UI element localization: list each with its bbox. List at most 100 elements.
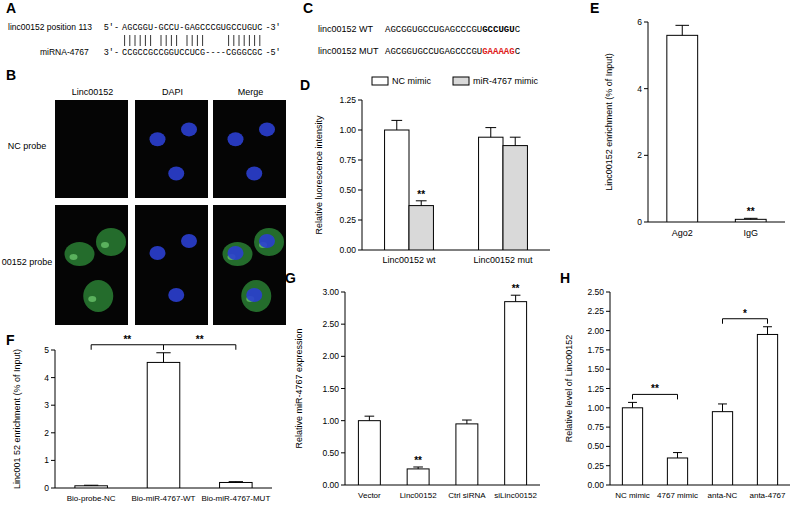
panel-label: G: [285, 270, 296, 286]
micrograph: [55, 205, 128, 325]
seq-prefix: 3'-: [104, 48, 119, 58]
nucleus: [259, 234, 275, 248]
bar: [479, 137, 503, 250]
y-tick-label: 2.50: [322, 319, 339, 329]
bar: [667, 458, 687, 485]
pair-line: [197, 35, 198, 46]
sequence: AGCGGUGCCUGAGCCCGUGAAAAGC: [385, 47, 521, 57]
y-tick: [358, 220, 362, 221]
y-tick-label: 1.00: [322, 416, 339, 426]
y-tick: [606, 311, 610, 312]
error-bar: [365, 416, 375, 421]
y-tick: [644, 88, 648, 89]
y-tick: [358, 160, 362, 161]
x-tick-label: Ago2: [672, 228, 693, 238]
bars: [385, 120, 528, 250]
cytoplasm-signal: [88, 296, 96, 302]
bars: [75, 353, 252, 488]
error-stem: [421, 201, 422, 206]
y-tick: [644, 222, 648, 223]
pair-line: [166, 35, 167, 46]
legend-swatch: [372, 77, 388, 85]
y-tick-label: 2.00: [587, 326, 604, 336]
bar: [409, 206, 433, 250]
panel-label: B: [6, 67, 16, 83]
image-bg: [213, 205, 286, 325]
y-axis-label: Relative level of Linc00152: [564, 335, 574, 443]
error-cap: [718, 403, 727, 404]
comparison-label: **: [651, 383, 659, 394]
pair-line: [233, 35, 234, 46]
y-tick-label: 1.50: [322, 384, 339, 394]
error-cap: [416, 200, 427, 201]
error-bar: [511, 295, 521, 301]
y-tick-label: 0.00: [339, 245, 356, 255]
pair-line: [239, 35, 240, 46]
cytoplasm-signal: [96, 228, 126, 256]
y-tick: [606, 330, 610, 331]
pair-line: [228, 35, 229, 46]
pair-line: [187, 35, 188, 46]
error-stem: [515, 295, 516, 301]
comparison-bracket: [723, 319, 768, 324]
error-cap: [229, 481, 243, 482]
y-tick-label: 1.00: [339, 125, 356, 135]
significance: **: [747, 206, 755, 217]
y-axis: [55, 350, 56, 488]
x-tick-label: 4767 mimic: [657, 491, 698, 500]
legend-label: NC mimic: [392, 76, 431, 86]
error-cap: [156, 352, 170, 353]
x-tick-label: Linc00152: [400, 491, 437, 500]
y-tick-label: 0.50: [587, 441, 604, 451]
seq-label: linc00152 WT: [318, 24, 374, 34]
row-title: NC probe: [8, 141, 47, 151]
seq-label: linc00152 position 113: [8, 22, 92, 32]
pair-line: [150, 35, 151, 46]
y-tick: [358, 250, 362, 251]
bar: [667, 35, 698, 222]
sequence: AGCGGUGCCUGAGCCCGUGCCUGUC: [385, 25, 521, 35]
y-tick: [51, 350, 55, 351]
bars: [622, 327, 777, 485]
error-bar: [763, 327, 772, 335]
sequence-part: GCCUGU: [482, 25, 514, 35]
error-cap: [510, 137, 521, 138]
nucleus: [228, 132, 244, 146]
y-tick-label: 5: [44, 345, 49, 355]
bars: [667, 25, 766, 222]
y-tick: [341, 292, 345, 293]
y-tick: [51, 460, 55, 461]
y-tick-label: 0.50: [322, 448, 339, 458]
bar: [735, 219, 766, 222]
bar: [712, 412, 732, 485]
nucleus: [168, 167, 184, 181]
error-stem: [396, 120, 397, 130]
image-bg: [55, 100, 128, 198]
y-tick: [606, 485, 610, 486]
error-stem: [722, 404, 723, 412]
image-bg: [55, 205, 128, 325]
panel-label: E: [590, 0, 599, 16]
error-bar: [675, 25, 689, 35]
y-tick: [51, 377, 55, 378]
y-tick: [51, 488, 55, 489]
micrograph: [55, 100, 128, 198]
error-bar: [744, 218, 758, 219]
x-tick-label: Ctrl siRNA: [448, 491, 486, 500]
seq-suffix: -5': [265, 48, 280, 58]
y-tick: [341, 452, 345, 453]
y-axis-label: Relative miR-4767 expression: [294, 328, 304, 448]
pair-line: [140, 35, 141, 46]
seq-prefix: 5'-: [104, 23, 119, 33]
y-tick-label: 2.00: [322, 351, 339, 361]
panel-label: C: [303, 0, 313, 16]
error-cap: [84, 485, 98, 486]
pair-line: [129, 35, 130, 46]
sequence-part: AGCGGUGCCUGAGCCCGU: [385, 25, 482, 35]
y-tick-label: 3.00: [322, 287, 339, 297]
y-tick: [358, 130, 362, 131]
x-tick-label: anta-NC: [708, 491, 738, 500]
nucleus: [228, 246, 244, 260]
y-tick-label: 3: [44, 400, 49, 410]
error-stem: [682, 25, 683, 35]
